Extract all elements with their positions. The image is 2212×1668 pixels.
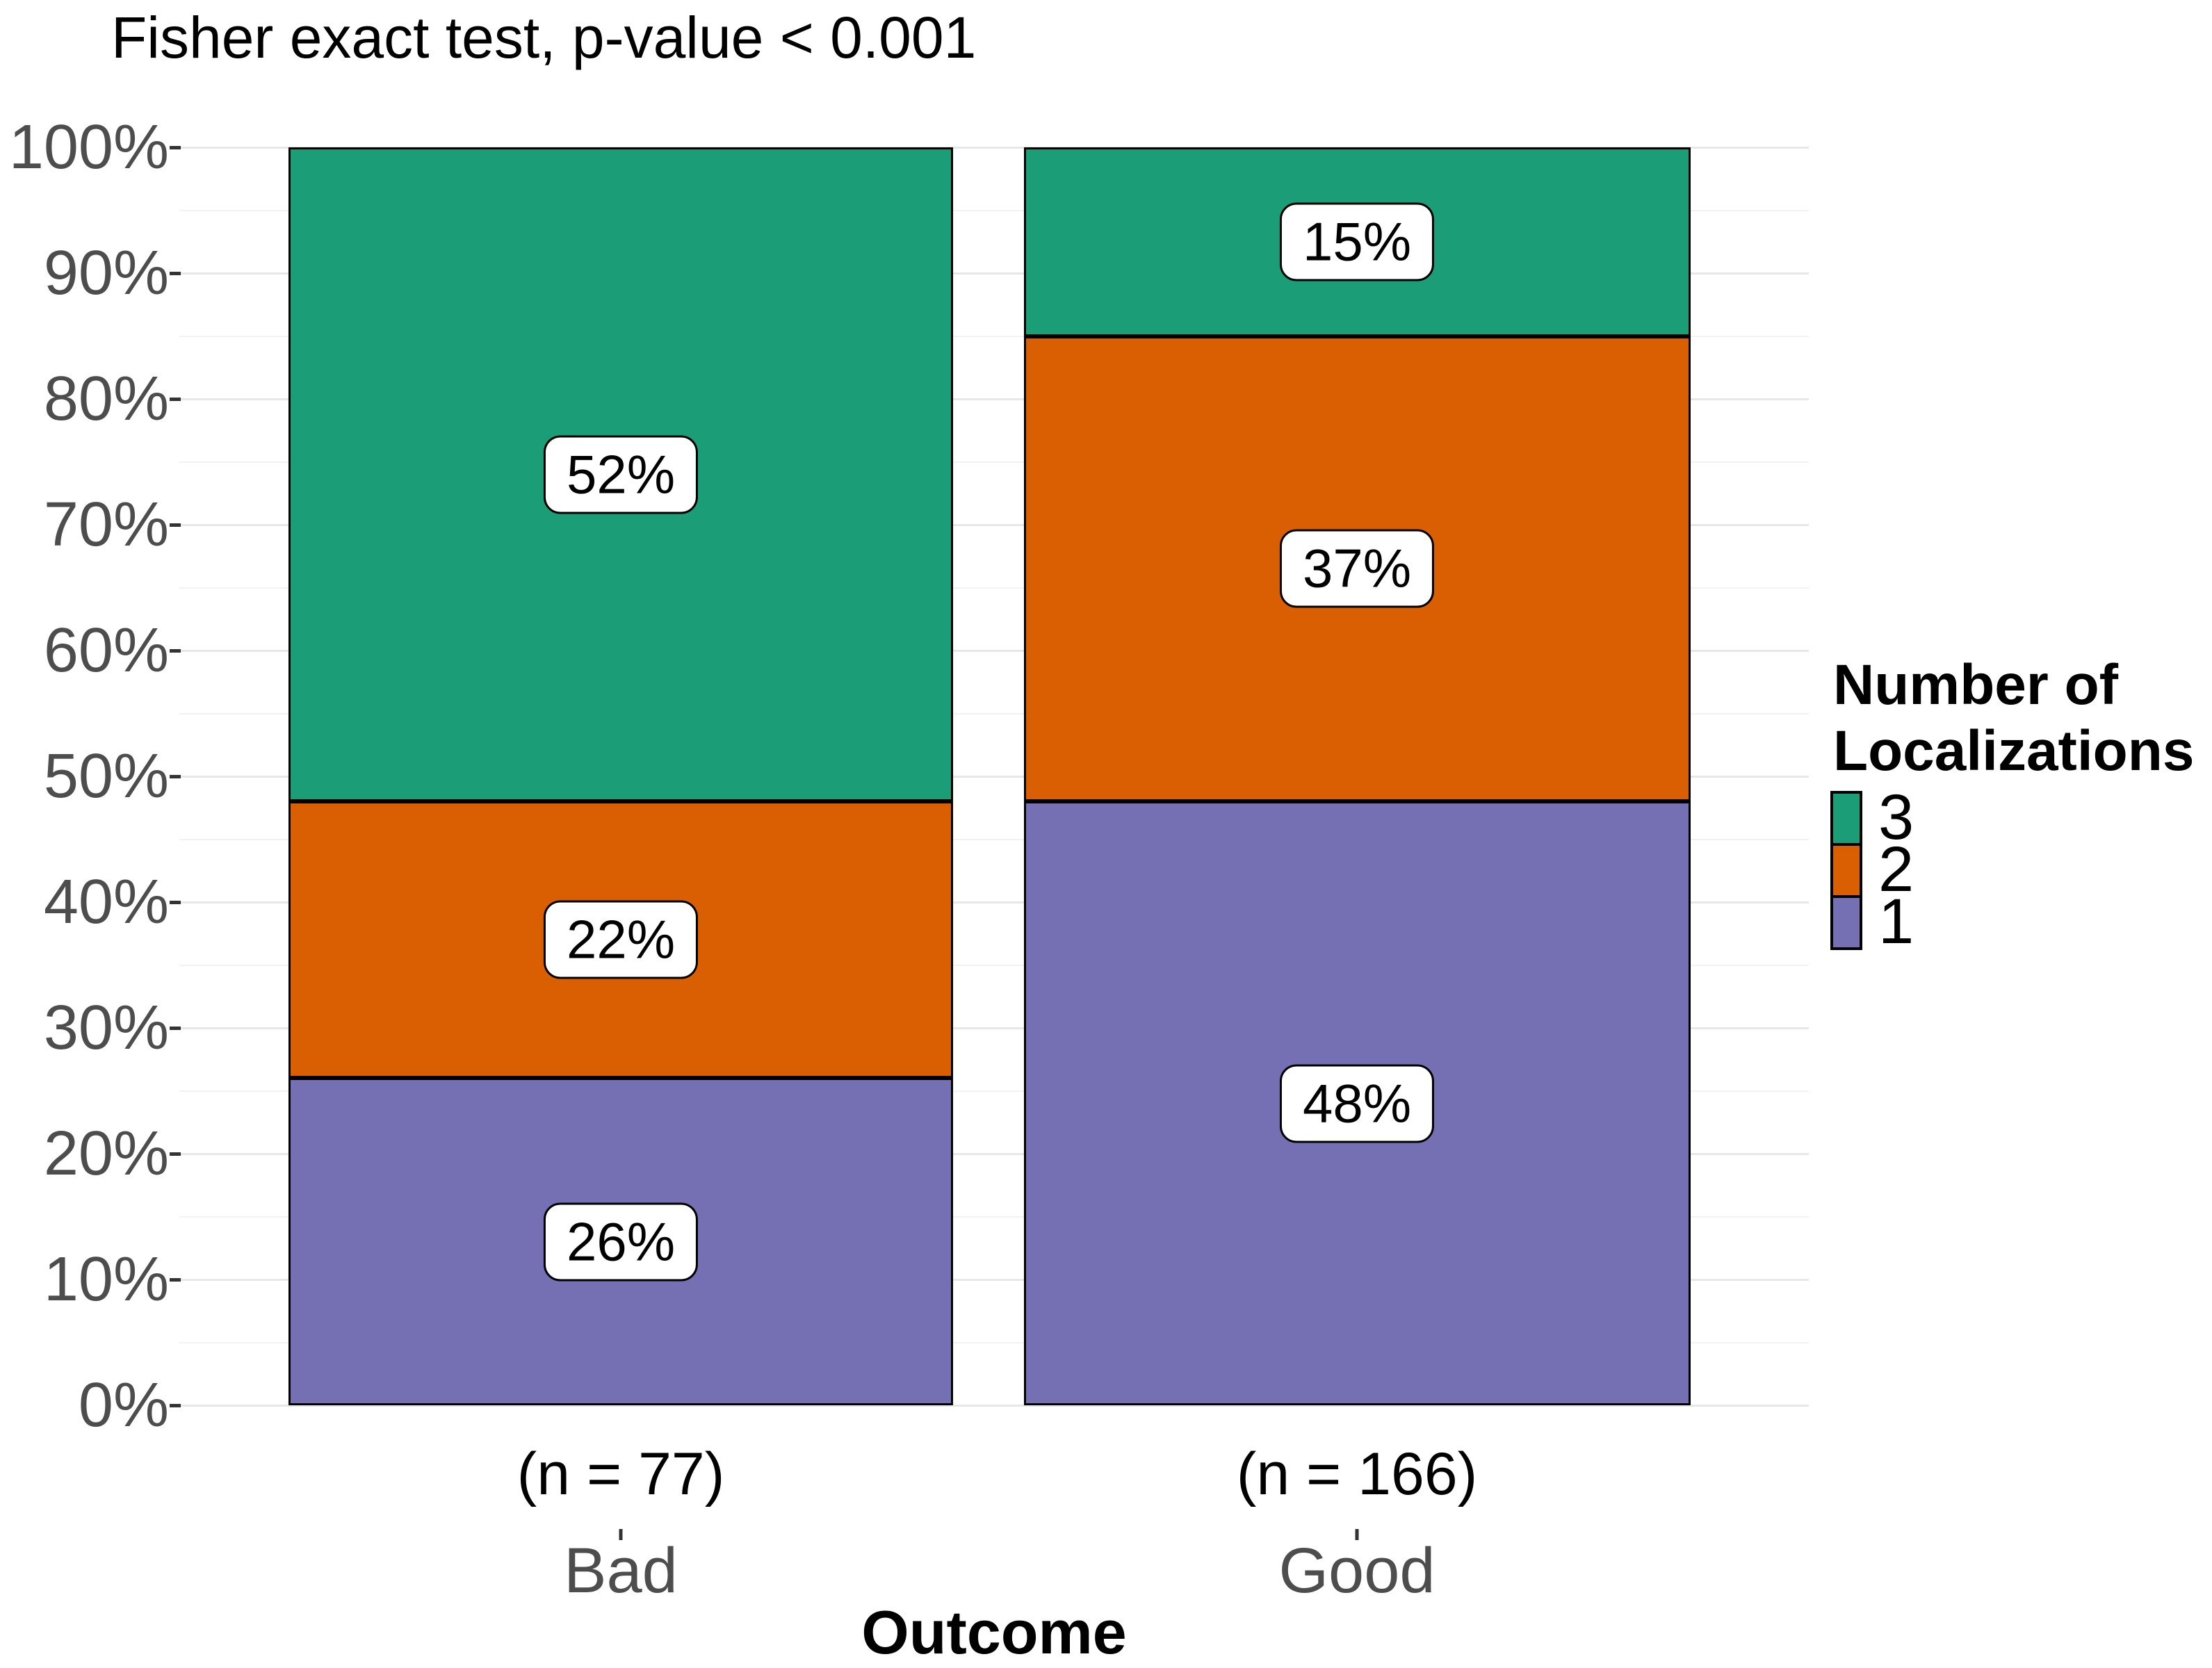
y-axis-tick	[170, 901, 181, 904]
n-label-good: (n = 166)	[1236, 1441, 1478, 1507]
gridline-minor	[179, 1090, 1809, 1092]
legend-title: Number of Localizations	[1833, 653, 2195, 783]
x-axis-tick-label-bad: Bad	[564, 1535, 678, 1606]
gridline-major	[179, 398, 1809, 400]
x-axis-tick	[619, 1529, 623, 1540]
y-axis-tick	[170, 523, 181, 527]
legend-key-3	[1830, 791, 1862, 846]
legend-label-1: 1	[1878, 885, 1914, 957]
gridline-major	[179, 650, 1809, 652]
legend-label-2: 2	[1878, 833, 1914, 905]
y-axis-tick	[170, 1278, 181, 1282]
gridline-major	[179, 524, 1809, 526]
y-axis-tick-label: 50%	[43, 741, 169, 811]
gridline-major	[179, 147, 1809, 149]
n-label-bad: (n = 77)	[517, 1441, 725, 1507]
legend-key-2	[1830, 843, 1862, 898]
y-axis-tick-label: 10%	[43, 1244, 169, 1314]
gridline-major	[179, 272, 1809, 275]
y-axis-tick	[170, 398, 181, 401]
gridline-major	[179, 776, 1809, 778]
segment-label-bad-3: 52%	[543, 435, 699, 514]
chart-title: Fisher exact test, p-value < 0.001	[111, 5, 977, 70]
gridline-minor	[179, 1216, 1809, 1218]
gridline-major	[179, 1405, 1809, 1407]
gridline-minor	[179, 461, 1809, 463]
gridline-minor	[179, 964, 1809, 966]
y-axis-tick-label: 90%	[43, 238, 169, 308]
segment-label-good-3: 15%	[1279, 202, 1435, 281]
y-axis-tick-label: 70%	[43, 489, 169, 559]
gridline-major	[179, 1279, 1809, 1281]
legend-key-1	[1830, 895, 1862, 950]
gridline-minor	[179, 838, 1809, 840]
y-axis-tick	[170, 1027, 181, 1030]
segment-label-bad-2: 22%	[543, 900, 699, 979]
y-axis-tick	[170, 146, 181, 149]
y-axis-tick	[170, 272, 181, 275]
y-axis-tick-label: 0%	[78, 1370, 169, 1440]
x-axis-tick-label-good: Good	[1278, 1535, 1436, 1606]
y-axis-tick-label: 20%	[43, 1118, 169, 1188]
segment-label-good-2: 37%	[1279, 529, 1435, 608]
gridline-minor	[179, 335, 1809, 337]
y-axis-tick	[170, 1404, 181, 1407]
gridline-major	[179, 901, 1809, 903]
gridline-minor	[179, 587, 1809, 589]
gridline-minor	[179, 1341, 1809, 1343]
gridline-minor	[179, 712, 1809, 714]
segment-label-good-1: 48%	[1279, 1064, 1435, 1143]
legend-label-3: 3	[1878, 781, 1914, 853]
x-axis-tick	[1355, 1529, 1359, 1540]
y-axis-tick	[170, 1152, 181, 1156]
gridline-major	[179, 1153, 1809, 1155]
y-axis-tick	[170, 775, 181, 778]
y-axis-tick-label: 40%	[43, 867, 169, 937]
y-axis-tick-label: 80%	[43, 363, 169, 434]
y-axis-tick-label: 100%	[8, 112, 169, 182]
y-axis-tick	[170, 649, 181, 653]
y-axis-tick-label: 30%	[43, 992, 169, 1063]
segment-label-bad-1: 26%	[543, 1202, 699, 1282]
gridline-minor	[179, 209, 1809, 211]
gridline-major	[179, 1027, 1809, 1029]
y-axis-tick-label: 60%	[43, 615, 169, 685]
bar-segment-good-3	[1023, 147, 1691, 336]
x-axis-title: Outcome	[861, 1598, 1127, 1667]
